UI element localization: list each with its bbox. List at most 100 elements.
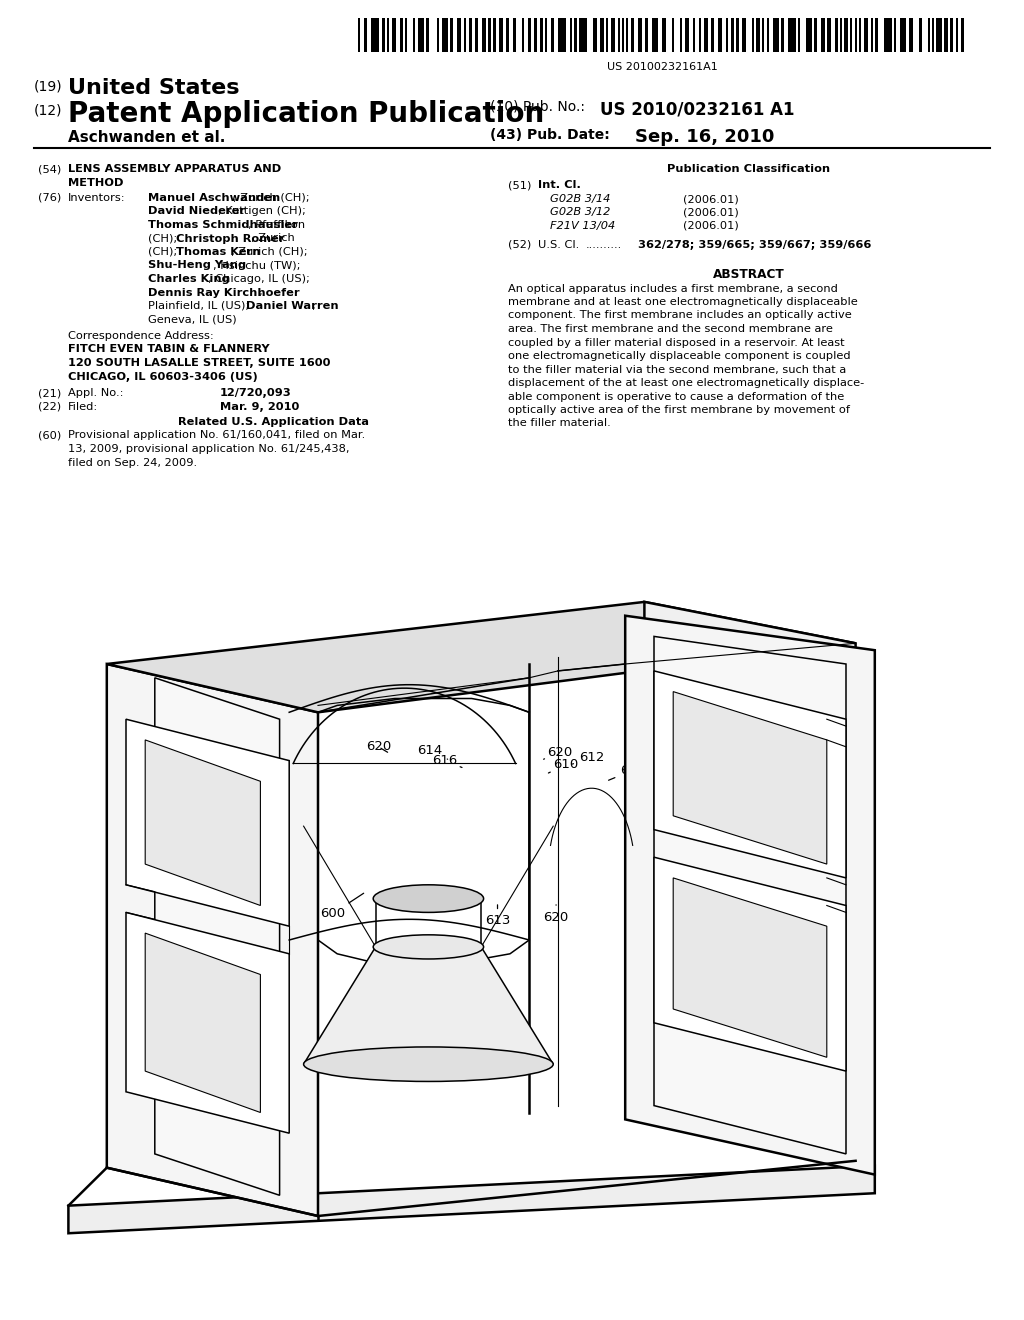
Bar: [482, 18, 486, 51]
Text: US 2010/0232161 A1: US 2010/0232161 A1: [600, 100, 795, 117]
Text: (76): (76): [38, 193, 61, 203]
Ellipse shape: [373, 935, 483, 958]
Text: Mar. 9, 2010: Mar. 9, 2010: [220, 401, 299, 412]
Text: Provisional application No. 61/160,041, filed on Mar.: Provisional application No. 61/160,041, …: [68, 430, 366, 441]
Text: Charles King: Charles King: [148, 275, 229, 284]
Text: David Niederer: David Niederer: [148, 206, 245, 216]
Bar: [950, 18, 953, 51]
Text: 650: 650: [764, 727, 800, 743]
Bar: [528, 18, 531, 51]
Bar: [371, 18, 379, 51]
Text: 120 SOUTH LASALLE STREET, SUITE 1600: 120 SOUTH LASALLE STREET, SUITE 1600: [68, 358, 331, 368]
Bar: [469, 18, 472, 51]
Text: (CH);: (CH);: [148, 247, 181, 257]
Bar: [662, 18, 666, 51]
Bar: [513, 18, 516, 51]
Bar: [645, 18, 648, 51]
Text: (2006.01): (2006.01): [683, 207, 738, 218]
Text: F21V 13/04: F21V 13/04: [550, 220, 615, 231]
Bar: [961, 18, 964, 51]
Bar: [928, 18, 930, 51]
Text: Plainfield, IL (US);: Plainfield, IL (US);: [148, 301, 253, 312]
Bar: [864, 18, 868, 51]
Text: 612: 612: [572, 751, 604, 764]
Text: 605: 605: [652, 767, 683, 780]
Bar: [814, 18, 817, 51]
Text: (21): (21): [38, 388, 61, 399]
Polygon shape: [654, 636, 846, 1154]
Text: coupled by a filler material disposed in a reservoir. At least: coupled by a filler material disposed in…: [508, 338, 845, 347]
Polygon shape: [644, 602, 856, 1160]
Text: membrane and at least one electromagnetically displaceable: membrane and at least one electromagneti…: [508, 297, 858, 308]
Text: 608: 608: [801, 874, 831, 891]
Polygon shape: [654, 671, 846, 878]
Text: 604: 604: [635, 898, 665, 916]
Bar: [900, 18, 906, 51]
Bar: [364, 18, 367, 51]
Polygon shape: [126, 719, 289, 927]
Text: 616: 616: [432, 754, 462, 767]
Bar: [685, 18, 689, 51]
Text: , Chicago, IL (US);: , Chicago, IL (US);: [208, 275, 310, 284]
Bar: [558, 18, 566, 51]
Polygon shape: [654, 857, 846, 1071]
Bar: [909, 18, 913, 51]
Text: 362/278; 359/665; 359/667; 359/666: 362/278; 359/665; 359/667; 359/666: [638, 239, 871, 249]
Text: Aschwanden et al.: Aschwanden et al.: [68, 129, 225, 145]
Bar: [844, 18, 848, 51]
Text: 620: 620: [366, 741, 391, 754]
Bar: [638, 18, 642, 51]
Text: LENS ASSEMBLY APPARATUS AND: LENS ASSEMBLY APPARATUS AND: [68, 164, 282, 174]
Text: (19): (19): [34, 81, 62, 94]
Bar: [874, 18, 878, 51]
Text: 606: 606: [779, 843, 818, 859]
Bar: [672, 18, 674, 51]
Text: filed on Sep. 24, 2009.: filed on Sep. 24, 2009.: [68, 458, 198, 467]
Text: G02B 3/14: G02B 3/14: [550, 194, 610, 205]
Bar: [767, 18, 769, 51]
Bar: [871, 18, 873, 51]
Text: Publication Classification: Publication Classification: [668, 164, 830, 174]
Bar: [606, 18, 608, 51]
Text: 613: 613: [484, 904, 510, 927]
Text: (2006.01): (2006.01): [683, 220, 738, 231]
Bar: [736, 18, 739, 51]
Text: Manuel Aschwanden: Manuel Aschwanden: [148, 193, 281, 203]
Text: U.S. Cl.: U.S. Cl.: [538, 239, 580, 249]
Bar: [574, 18, 577, 51]
Bar: [944, 18, 948, 51]
Bar: [600, 18, 604, 51]
Bar: [855, 18, 857, 51]
Polygon shape: [303, 946, 553, 1064]
Bar: [821, 18, 825, 51]
Text: area. The first membrane and the second membrane are: area. The first membrane and the second …: [508, 323, 833, 334]
Bar: [718, 18, 722, 51]
Bar: [859, 18, 861, 51]
Text: Sep. 16, 2010: Sep. 16, 2010: [635, 128, 774, 147]
Bar: [358, 18, 360, 51]
Polygon shape: [673, 692, 826, 865]
Text: Appl. No.:: Appl. No.:: [68, 388, 124, 399]
Text: Shu-Heng Yang: Shu-Heng Yang: [148, 260, 246, 271]
Polygon shape: [106, 602, 856, 713]
Text: An optical apparatus includes a first membrane, a second: An optical apparatus includes a first me…: [508, 284, 838, 293]
Text: Inventors:: Inventors:: [68, 193, 126, 203]
Text: 606: 606: [772, 900, 818, 916]
Text: (51): (51): [508, 181, 531, 190]
Text: (54): (54): [38, 164, 61, 174]
Text: 602: 602: [608, 764, 645, 780]
Text: (60): (60): [38, 430, 61, 441]
Bar: [426, 18, 429, 51]
Text: 620: 620: [142, 851, 196, 886]
Polygon shape: [155, 677, 280, 1196]
Bar: [382, 18, 385, 51]
Bar: [773, 18, 779, 51]
Text: 610: 610: [549, 758, 579, 774]
Text: ABSTRACT: ABSTRACT: [713, 268, 784, 281]
Bar: [788, 18, 796, 51]
Bar: [392, 18, 396, 51]
Ellipse shape: [373, 884, 483, 912]
Bar: [442, 18, 449, 51]
Text: United States: United States: [68, 78, 240, 98]
Polygon shape: [145, 741, 260, 906]
